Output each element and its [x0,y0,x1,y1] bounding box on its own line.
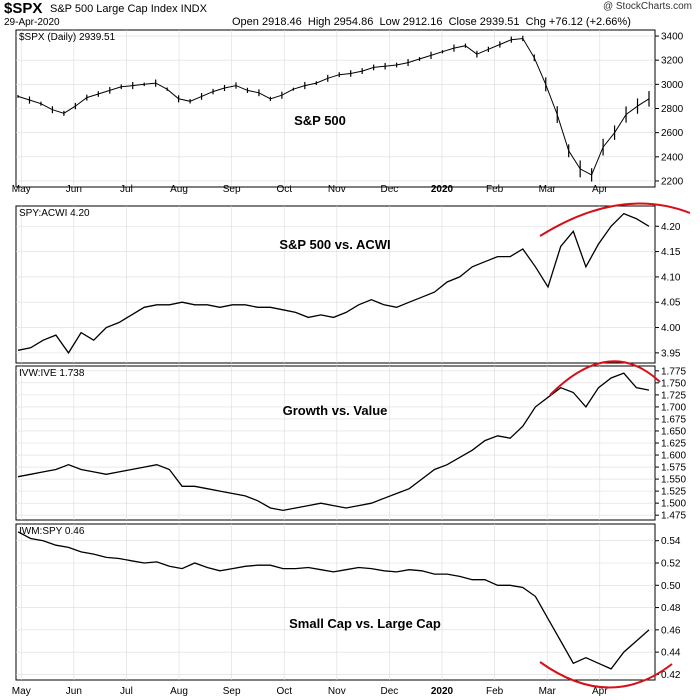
y-tick-label: 2200 [661,176,684,187]
x-tick-label: Jun [66,686,82,697]
x-tick-label: Mar [539,686,557,697]
y-tick-label: 3000 [661,80,684,91]
x-tick-label: Feb [486,184,504,195]
y-tick-label: 4.10 [661,272,681,283]
y-tick-label: 1.675 [661,414,686,425]
series-legend: IWM:SPY 0.46 [19,526,85,537]
x-tick-label: Nov [328,686,346,697]
x-tick-label: Sep [223,686,241,697]
x-tick-label: Oct [276,686,292,697]
y-tick-label: 1.700 [661,402,686,413]
header-name: S&P 500 Large Cap Index INDX [50,3,207,15]
header-quote: Open 2918.46 High 2954.86 Low 2912.16 Cl… [232,16,631,28]
trend-arc [539,202,691,237]
high-value: 2954.86 [333,16,374,28]
series-legend: SPY:ACWI 4.20 [19,208,90,219]
y-tick-label: 0.54 [661,536,681,547]
ratio-line-2 [17,212,650,355]
series-legend: IVW:IVE 1.738 [19,368,85,379]
x-tick-label: Dec [381,184,399,195]
y-tick-label: 0.50 [661,581,681,592]
panel-annotation: S&P 500 [294,113,346,128]
y-tick-label: 4.00 [661,323,681,334]
panel-frame-2 [15,205,656,364]
trend-arc [539,661,673,689]
x-tick-label: Nov [328,184,346,195]
y-tick-label: 0.44 [661,648,681,659]
ratio-line-3 [17,372,650,512]
y-tick-label: 1.550 [661,475,686,486]
x-tick-label: Aug [170,184,188,195]
y-tick-label: 1.575 [661,463,686,474]
stockcharts-logo: @ StockCharts.com [602,1,692,12]
y-tick-label: 2800 [661,104,684,115]
y-tick-label: 1.775 [661,366,686,377]
x-tick-label: Aug [170,686,188,697]
y-tick-label: 1.525 [661,487,686,498]
series-legend: $SPX (Daily) 2939.51 [19,32,116,43]
y-tick-label: 4.20 [661,222,681,233]
x-tick-label: May [12,686,31,697]
spx-price-line [17,37,650,176]
y-tick-label: 1.600 [661,451,686,462]
y-tick-label: 2600 [661,128,684,139]
x-tick-label: 2020 [431,184,454,195]
high-label: High [307,16,331,28]
x-tick-label: Mar [539,184,557,195]
low-value: 2912.16 [402,16,443,28]
y-tick-label: 3400 [661,32,684,43]
x-tick-label: Feb [486,686,504,697]
y-tick-label: 1.500 [661,499,686,510]
x-tick-label: Jun [66,184,82,195]
y-tick-label: 1.650 [661,426,686,437]
y-tick-label: 3200 [661,56,684,67]
y-tick-label: 1.750 [661,378,686,389]
x-tick-label: Dec [381,686,399,697]
trend-arc [549,360,661,396]
y-tick-label: 4.15 [661,247,681,258]
panel-annotation: Small Cap vs. Large Cap [289,616,441,631]
panel-annotation: S&P 500 vs. ACWI [279,237,390,252]
y-tick-label: 4.05 [661,298,681,309]
x-tick-label: May [12,184,31,195]
y-tick-label: 0.52 [661,559,681,570]
open-value: 2918.46 [261,16,302,28]
x-tick-label: Apr [592,184,608,195]
x-tick-label: Jul [120,686,133,697]
y-tick-label: 2400 [661,152,684,163]
close-label: Close [448,16,477,28]
y-tick-label: 0.42 [661,670,681,681]
panel-annotation: Growth vs. Value [283,403,388,418]
y-tick-label: 0.46 [661,625,681,636]
y-tick-label: 0.48 [661,603,681,614]
panel-frame-4 [15,523,656,681]
chg-label: Chg [525,16,546,28]
open-label: Open [232,16,259,28]
x-tick-label: Sep [223,184,241,195]
x-tick-label: 2020 [431,686,454,697]
y-tick-label: 1.475 [661,511,686,522]
header-date: 29-Apr-2020 [4,17,60,28]
close-value: 2939.51 [479,16,520,28]
x-tick-label: Oct [276,184,292,195]
x-tick-label: Apr [592,686,608,697]
header-symbol: $SPX [4,0,43,17]
y-tick-label: 1.625 [661,439,686,450]
ratio-line-4 [17,531,650,670]
y-tick-label: 3.95 [661,348,681,359]
low-label: Low [379,16,400,28]
x-tick-label: Jul [120,184,133,195]
chg-value: +76.12 (+2.66%) [548,16,631,28]
y-tick-label: 1.725 [661,390,686,401]
